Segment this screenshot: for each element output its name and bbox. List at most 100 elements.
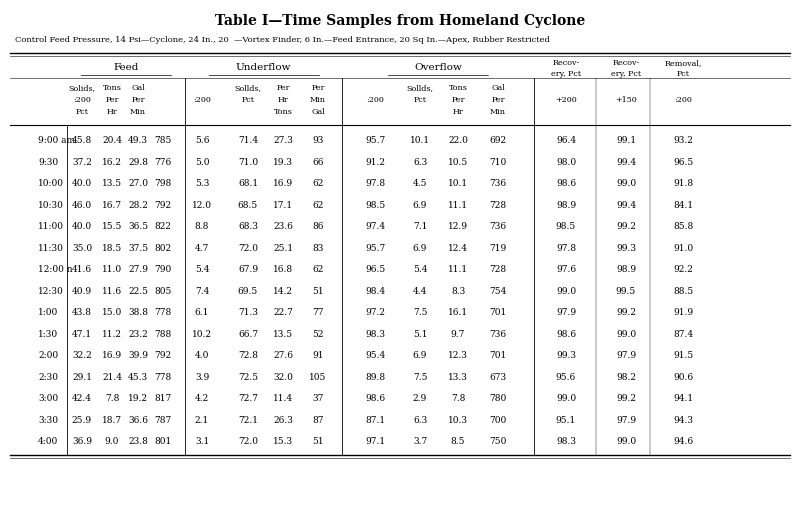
Text: 88.5: 88.5 <box>673 287 693 296</box>
Text: 4.2: 4.2 <box>195 394 209 403</box>
Text: 23.2: 23.2 <box>128 330 148 339</box>
Text: 2.1: 2.1 <box>195 416 209 425</box>
Text: 51: 51 <box>312 437 324 446</box>
Text: 9.0: 9.0 <box>105 437 119 446</box>
Text: Gal: Gal <box>491 84 505 92</box>
Text: 9:00 am: 9:00 am <box>38 136 75 145</box>
Text: 2:00: 2:00 <box>38 351 58 360</box>
Text: 5.4: 5.4 <box>194 265 210 274</box>
Text: 45.3: 45.3 <box>128 373 148 382</box>
Text: 15.3: 15.3 <box>273 437 293 446</box>
Text: 32.0: 32.0 <box>273 373 293 382</box>
Text: Sollds,: Sollds, <box>406 84 434 92</box>
Text: 42.4: 42.4 <box>72 394 92 403</box>
Text: 21.4: 21.4 <box>102 373 122 382</box>
Text: 11.2: 11.2 <box>102 330 122 339</box>
Text: 98.3: 98.3 <box>365 330 385 339</box>
Text: 8.8: 8.8 <box>195 223 209 231</box>
Text: 10.1: 10.1 <box>448 179 468 188</box>
Text: 98.6: 98.6 <box>556 179 576 188</box>
Text: 99.4: 99.4 <box>616 201 636 210</box>
Text: Min: Min <box>130 108 146 116</box>
Text: 7.4: 7.4 <box>195 287 209 296</box>
Text: 77: 77 <box>312 308 324 318</box>
Text: 6.3: 6.3 <box>413 158 427 167</box>
Text: Per: Per <box>311 84 325 92</box>
Text: 26.3: 26.3 <box>273 416 293 425</box>
Text: 7.5: 7.5 <box>413 308 427 318</box>
Text: 99.3: 99.3 <box>616 244 636 253</box>
Text: 97.8: 97.8 <box>556 244 576 253</box>
Text: 798: 798 <box>154 179 172 188</box>
Text: 36.6: 36.6 <box>128 416 148 425</box>
Text: +200: +200 <box>555 96 577 104</box>
Text: 72.8: 72.8 <box>238 351 258 360</box>
Text: 41.6: 41.6 <box>72 265 92 274</box>
Text: ery, Pct: ery, Pct <box>551 70 581 78</box>
Text: 710: 710 <box>490 158 506 167</box>
Text: 99.3: 99.3 <box>556 351 576 360</box>
Text: Per: Per <box>451 96 465 104</box>
Text: 98.6: 98.6 <box>556 330 576 339</box>
Text: 38.8: 38.8 <box>128 308 148 318</box>
Text: 12.4: 12.4 <box>448 244 468 253</box>
Text: 23.6: 23.6 <box>273 223 293 231</box>
Text: 91.2: 91.2 <box>365 158 385 167</box>
Text: Pct: Pct <box>414 96 426 104</box>
Text: 12.0: 12.0 <box>192 201 212 210</box>
Text: 62: 62 <box>312 265 324 274</box>
Text: 7.8: 7.8 <box>451 394 465 403</box>
Text: 95.7: 95.7 <box>365 136 385 145</box>
Text: 99.2: 99.2 <box>616 394 636 403</box>
Text: 72.5: 72.5 <box>238 373 258 382</box>
Text: 27.6: 27.6 <box>273 351 293 360</box>
Text: 95.1: 95.1 <box>556 416 576 425</box>
Text: Pct: Pct <box>75 108 89 116</box>
Text: 36.5: 36.5 <box>128 223 148 231</box>
Text: 91.9: 91.9 <box>673 308 693 318</box>
Text: 20.4: 20.4 <box>102 136 122 145</box>
Text: 93.2: 93.2 <box>673 136 693 145</box>
Text: Hr: Hr <box>453 108 463 116</box>
Text: Tons: Tons <box>274 108 293 116</box>
Text: Gal: Gal <box>131 84 145 92</box>
Text: 98.4: 98.4 <box>365 287 385 296</box>
Text: Pct: Pct <box>242 96 254 104</box>
Text: 6.9: 6.9 <box>413 201 427 210</box>
Text: Pct: Pct <box>677 70 690 78</box>
Text: Gal: Gal <box>311 108 325 116</box>
Text: 97.9: 97.9 <box>616 416 636 425</box>
Text: 16.8: 16.8 <box>273 265 293 274</box>
Text: 37.2: 37.2 <box>72 158 92 167</box>
Text: 17.1: 17.1 <box>273 201 293 210</box>
Text: 780: 780 <box>490 394 506 403</box>
Text: 736: 736 <box>490 223 506 231</box>
Text: 4:00: 4:00 <box>38 437 58 446</box>
Text: 86: 86 <box>312 223 324 231</box>
Text: 97.8: 97.8 <box>365 179 385 188</box>
Text: 29.8: 29.8 <box>128 158 148 167</box>
Text: 22.5: 22.5 <box>128 287 148 296</box>
Text: 11:30: 11:30 <box>38 244 64 253</box>
Text: 5.1: 5.1 <box>413 330 427 339</box>
Text: 750: 750 <box>490 437 506 446</box>
Text: 89.8: 89.8 <box>365 373 385 382</box>
Text: 71.0: 71.0 <box>238 158 258 167</box>
Text: 99.4: 99.4 <box>616 158 636 167</box>
Text: 1:00: 1:00 <box>38 308 58 318</box>
Text: 97.1: 97.1 <box>365 437 385 446</box>
Text: 10:30: 10:30 <box>38 201 64 210</box>
Text: 45.8: 45.8 <box>72 136 92 145</box>
Text: Hr: Hr <box>278 96 288 104</box>
Text: 99.0: 99.0 <box>556 287 576 296</box>
Text: 9:30: 9:30 <box>38 158 58 167</box>
Text: 6.9: 6.9 <box>413 244 427 253</box>
Text: Removal,: Removal, <box>664 59 702 67</box>
Text: 11.6: 11.6 <box>102 287 122 296</box>
Text: 10:00: 10:00 <box>38 179 64 188</box>
Text: 72.1: 72.1 <box>238 416 258 425</box>
Text: 8.5: 8.5 <box>450 437 466 446</box>
Text: 13.5: 13.5 <box>273 330 293 339</box>
Text: 40.0: 40.0 <box>72 179 92 188</box>
Text: 5.6: 5.6 <box>194 136 210 145</box>
